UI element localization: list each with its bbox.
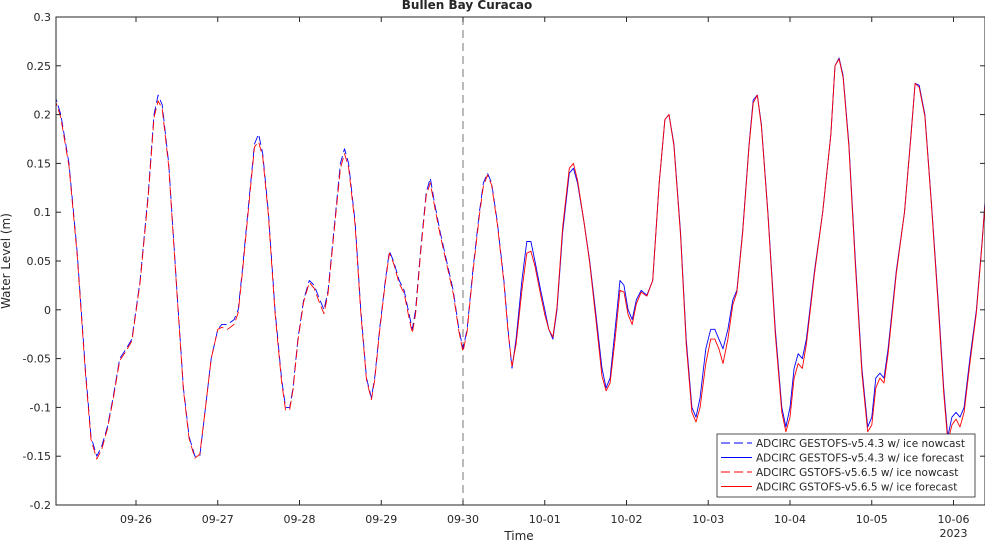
y-tick-label: -0.05 — [23, 353, 51, 366]
y-tick-label: 0.15 — [27, 157, 52, 170]
y-tick-label: 0.05 — [27, 255, 52, 268]
legend: ADCIRC GESTOFS-v5.4.3 w/ ice nowcast ADCI… — [716, 433, 976, 498]
y-axis-label: Water Level (m) — [0, 213, 13, 309]
legend-entry-3: ADCIRC GSTOFS-v5.6.5 w/ ice nowcast — [756, 467, 958, 479]
x-tick-label: 10-01 — [529, 513, 561, 526]
x-tick-label: 09-30 — [447, 513, 479, 526]
x-tick-label: 09-26 — [120, 513, 152, 526]
x-tick-label: 10-03 — [692, 513, 724, 526]
legend-entry-2: ADCIRC GESTOFS-v5.4.3 w/ ice forecast — [756, 453, 964, 465]
plot-area — [56, 17, 985, 505]
series-line-4 — [511, 58, 985, 443]
y-axis: -0.2 -0.15 -0.1 -0.05 0 0.05 0.1 0.15 0.2 0.25 0.3 — [23, 11, 985, 512]
x-tick-label: 10-05 — [856, 513, 888, 526]
y-tick-label: 0.1 — [34, 206, 52, 219]
legend-box — [716, 433, 976, 498]
x-tick-label: 09-27 — [202, 513, 234, 526]
y-tick-label: 0.3 — [34, 11, 52, 24]
y-tick-label: 0.25 — [27, 60, 52, 73]
x-tick-label: 10-02 — [611, 513, 643, 526]
y-tick-label: 0 — [44, 304, 51, 317]
legend-entry-4: ADCIRC GSTOFS-v5.6.5 w/ ice forecast — [756, 482, 957, 494]
y-tick-label: -0.15 — [23, 450, 51, 463]
y-tick-label: 0.2 — [34, 109, 52, 122]
chart-title: Bullen Bay Curacao — [402, 0, 532, 12]
series-line-3 — [56, 100, 513, 460]
y-tick-label: -0.2 — [30, 499, 51, 512]
x-tick-label: 10-06 — [938, 513, 970, 526]
y-tick-label: -0.1 — [30, 401, 51, 414]
x-tick-label: 10-04 — [774, 513, 806, 526]
x-tick-label: 09-28 — [284, 513, 316, 526]
x-axis-label: Time — [503, 529, 533, 541]
x-tick-label: 09-29 — [365, 513, 397, 526]
legend-entry-1: ADCIRC GESTOFS-v5.4.3 w/ ice nowcast — [756, 438, 965, 450]
x-axis: 09-26 09-27 09-28 09-29 09-30 10-01 10-02 10-03… — [120, 17, 969, 526]
x-axis-year-label: 2023 — [940, 527, 968, 540]
